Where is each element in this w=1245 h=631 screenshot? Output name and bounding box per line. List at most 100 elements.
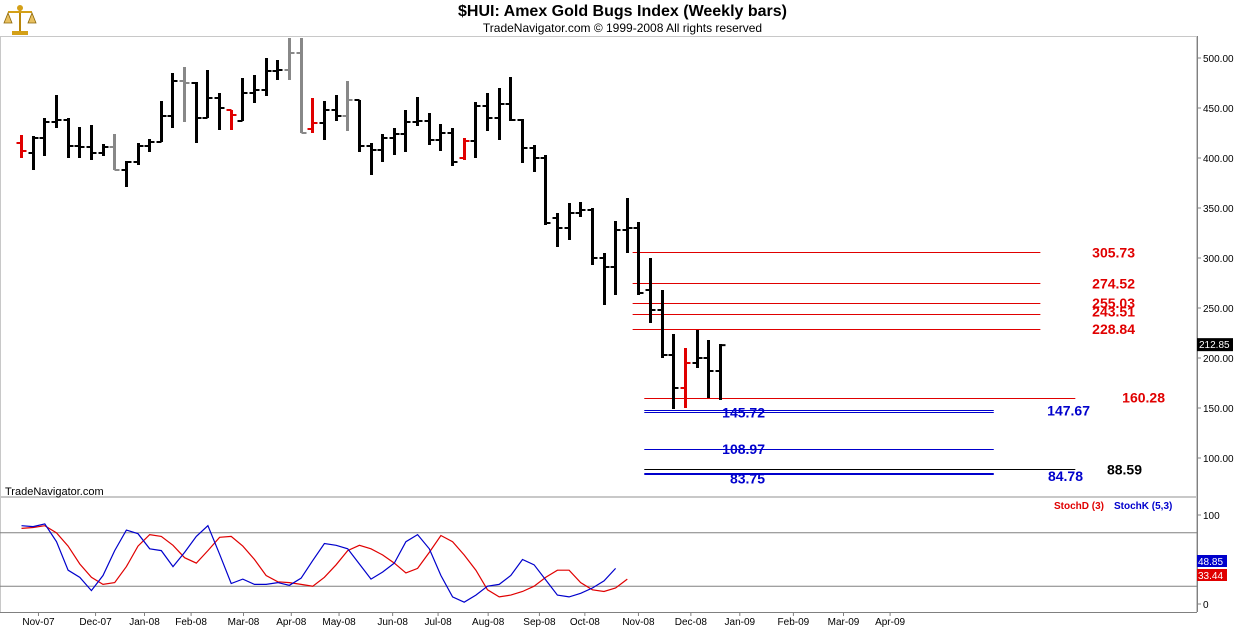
ohlc-bar: [355, 100, 365, 152]
ohlc-bar: [320, 101, 330, 140]
ohlc-bar: [134, 143, 144, 165]
ohlc-bar: [600, 253, 610, 305]
ohlc-bar: [87, 125, 97, 160]
ohlc-bar: [110, 134, 120, 170]
level-label: 243.51: [1092, 303, 1135, 319]
x-tick-label: Jul-08: [424, 617, 452, 628]
x-tick-label: Oct-08: [570, 617, 600, 628]
x-tick-label: Nov-07: [22, 617, 55, 628]
ohlc-bar: [262, 58, 272, 96]
level-label: 228.84: [1092, 321, 1135, 337]
watermark-text: TradeNavigator.com: [5, 486, 104, 498]
ohlc-bar: [168, 73, 178, 128]
stoch-panel-frame: [1, 498, 1197, 613]
ohlc-bar: [588, 208, 598, 265]
ohlc-bar: [704, 340, 714, 398]
x-tick-label: Jan-09: [725, 617, 756, 628]
ohlc-bar: [565, 203, 575, 240]
price-y-tick-label: 200.00: [1203, 354, 1234, 365]
ohlc-bar: [145, 139, 155, 152]
x-tick-label: Jan-08: [129, 617, 160, 628]
ohlc-bar: [273, 60, 283, 80]
stoch-k-legend: StochK (5,3): [1114, 501, 1172, 512]
ohlc-bar: [343, 81, 353, 131]
ohlc-bar: [518, 119, 528, 163]
ohlc-bar: [122, 161, 132, 187]
ohlc-bar: [40, 118, 50, 156]
stoch-y-tick-label: 100: [1203, 511, 1220, 522]
x-tick-label: Mar-08: [228, 617, 260, 628]
price-y-tick-label: 100.00: [1203, 454, 1234, 465]
ohlc-bar: [623, 198, 633, 253]
ohlc-bar: [308, 98, 318, 133]
ohlc-bar: [460, 138, 470, 160]
price-y-tick-label: 300.00: [1203, 254, 1234, 265]
ohlc-bar: [413, 97, 423, 126]
ohlc-bar: [448, 128, 458, 166]
ohlc-bar: [401, 110, 411, 152]
price-y-tick-label: 350.00: [1203, 204, 1234, 215]
ohlc-bar: [227, 110, 237, 130]
x-tick-label: Feb-08: [175, 617, 207, 628]
ohlc-bar: [378, 134, 388, 162]
x-tick-label: Apr-09: [875, 617, 905, 628]
ohlc-bar: [390, 128, 400, 155]
ohlc-bar: [99, 144, 109, 156]
stoch-k-line: [22, 524, 616, 602]
ohlc-bar: [332, 95, 342, 121]
ohlc-bar: [285, 38, 295, 80]
ohlc-bar: [52, 95, 62, 128]
price-y-tick-label: 400.00: [1203, 154, 1234, 165]
price-y-tick-label: 450.00: [1203, 104, 1234, 115]
ohlc-bar: [495, 88, 505, 140]
level-label: 274.52: [1092, 275, 1135, 291]
ohlc-bar: [553, 213, 563, 247]
ohlc-bar: [506, 77, 516, 121]
x-tick-label: May-08: [322, 617, 356, 628]
ohlc-bar: [64, 118, 74, 158]
x-tick-label: Dec-08: [675, 617, 708, 628]
x-tick-label: Aug-08: [472, 617, 505, 628]
ohlc-bar: [180, 67, 190, 122]
ohlc-bar: [425, 113, 435, 145]
ohlc-bar: [436, 124, 446, 151]
price-y-tick-label: 150.00: [1203, 404, 1234, 415]
stoch-d-legend: StochD (3): [1054, 501, 1104, 512]
level-label: 88.59: [1107, 461, 1142, 477]
ohlc-bar: [192, 82, 202, 143]
ohlc-bar: [693, 330, 703, 368]
ohlc-bar: [471, 102, 481, 158]
ohlc-bar: [29, 136, 39, 170]
price-panel-frame: [1, 37, 1197, 497]
price-y-tick-label: 500.00: [1203, 54, 1234, 65]
ohlc-bar: [716, 344, 726, 400]
stoch-d-value: 33.44: [1198, 571, 1223, 582]
stoch-y-tick-label: 0: [1203, 600, 1209, 611]
x-tick-label: Jun-08: [377, 617, 408, 628]
x-tick-label: Feb-09: [778, 617, 810, 628]
ohlc-bar: [634, 222, 644, 295]
x-tick-label: Nov-08: [622, 617, 655, 628]
x-tick-label: Dec-07: [79, 617, 112, 628]
level-label: 84.78: [1048, 468, 1083, 484]
ohlc-bar: [611, 221, 621, 295]
x-tick-label: Mar-09: [828, 617, 860, 628]
last-price-label: 212.85: [1199, 340, 1230, 351]
ohlc-bar: [669, 334, 679, 409]
level-label: 147.67: [1047, 402, 1090, 418]
ohlc-bar: [215, 93, 225, 130]
ohlc-bar: [541, 155, 551, 225]
ohlc-bar: [250, 75, 260, 103]
ohlc-bar: [238, 78, 248, 121]
ohlc-bar: [17, 135, 27, 158]
level-label: 108.97: [722, 441, 765, 457]
ohlc-bar: [297, 38, 307, 133]
ohlc-bar: [530, 145, 540, 172]
ohlc-bar: [367, 143, 377, 175]
level-label: 160.28: [1122, 390, 1165, 406]
ohlc-bar: [646, 258, 656, 323]
x-tick-label: Sep-08: [523, 617, 556, 628]
level-label: 305.73: [1092, 244, 1135, 260]
level-label: 83.75: [730, 470, 765, 486]
